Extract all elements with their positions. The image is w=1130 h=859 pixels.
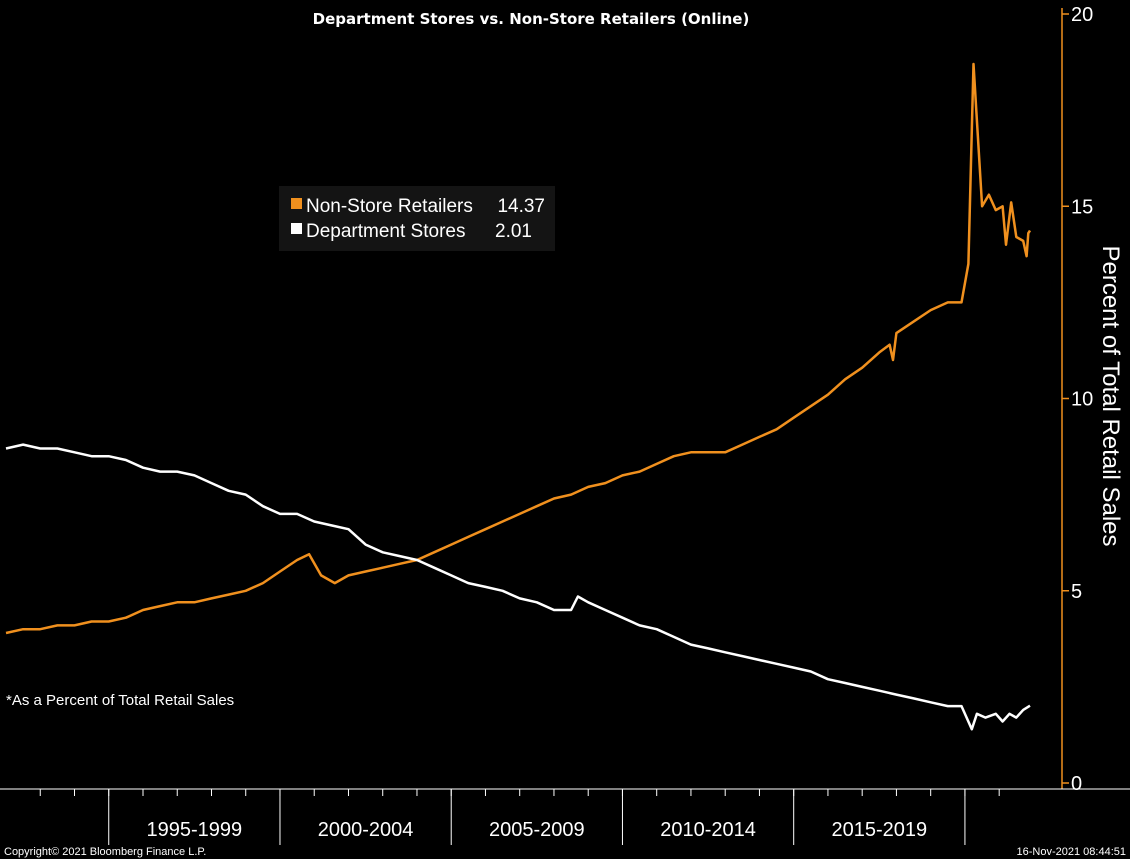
legend-value-department-stores: 2.01 <box>495 221 532 242</box>
legend-swatch-non-store <box>291 198 302 209</box>
legend-value-non-store: 14.37 <box>497 196 545 217</box>
legend-box <box>279 186 555 251</box>
x-tick-label: 1995-1999 <box>147 819 243 841</box>
y-axis-label: Percent of Total Retail Sales <box>1097 245 1124 546</box>
footnote: *As a Percent of Total Retail Sales <box>6 692 234 709</box>
x-tick-label: 2010-2014 <box>660 819 756 841</box>
y-tick-label: 0 <box>1071 773 1082 795</box>
copyright: Copyright© 2021 Bloomberg Finance L.P. <box>4 846 206 858</box>
x-axis: 1995-1999 2000-2004 2005-2009 2010-2014 2015… <box>0 788 1130 845</box>
x-tick-label: 2005-2009 <box>489 819 585 841</box>
timestamp: 16-Nov-2021 08:44:51 <box>1017 846 1126 858</box>
series-line-non-store-retailers <box>5 62 1032 635</box>
y-tick-label: 5 <box>1071 581 1082 603</box>
legend: Non-Store Retailers 14.37 Department Sto… <box>279 186 555 251</box>
y-tick-label: 15 <box>1071 196 1093 218</box>
x-tick-label: 2015-2019 <box>831 819 927 841</box>
legend-label-department-stores: Department Stores <box>306 221 465 242</box>
x-tick-label: 2000-2004 <box>318 819 414 841</box>
chart-title: Department Stores vs. Non-Store Retailer… <box>313 10 750 28</box>
y-tick-label: 20 <box>1071 4 1093 26</box>
legend-swatch-department-stores <box>291 223 302 234</box>
series-layer <box>5 62 1032 731</box>
series-line-department-stores <box>5 443 1031 731</box>
legend-label-non-store: Non-Store Retailers <box>306 196 473 217</box>
y-tick-label: 10 <box>1071 389 1093 411</box>
y-axis: 0 5 10 15 20 <box>1061 4 1093 795</box>
